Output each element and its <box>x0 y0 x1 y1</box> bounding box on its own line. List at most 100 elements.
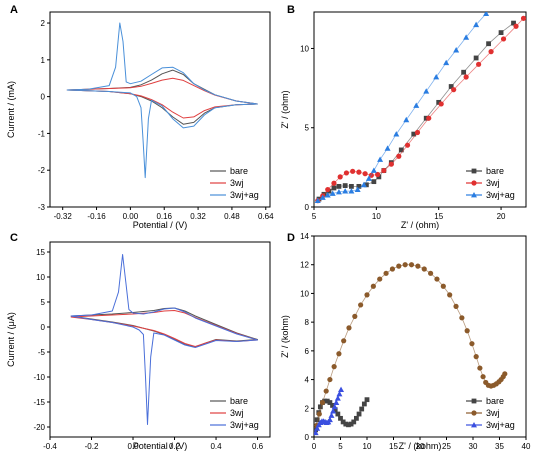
y-tick-label: -3 <box>38 203 46 212</box>
data-point <box>356 169 362 175</box>
x-tick-label: 0.32 <box>190 212 206 221</box>
data-point <box>381 167 387 174</box>
data-point <box>396 263 402 269</box>
data-point <box>336 183 342 189</box>
data-point <box>326 416 333 423</box>
data-point <box>459 315 465 321</box>
data-point <box>433 74 440 80</box>
legend-label: bare <box>230 166 248 176</box>
legend-marker <box>471 192 477 198</box>
data-point <box>359 406 365 412</box>
data-point <box>331 403 338 410</box>
data-point <box>520 15 526 21</box>
data-point <box>331 185 337 191</box>
data-point <box>513 23 519 29</box>
x-axis-label: Potential / (V) <box>133 220 188 230</box>
data-point <box>376 174 382 180</box>
data-point <box>349 183 354 189</box>
y-tick-label: 1 <box>41 56 46 65</box>
data-point <box>323 388 329 394</box>
legend-marker <box>471 168 477 174</box>
data-point <box>502 371 508 377</box>
data-point <box>331 180 337 186</box>
chart-panel-d: D 0 5 10 15 20 25 30 35 40 0 2 4 6 8 10 12 14 Z' / (kohm) Z… <box>280 232 531 451</box>
series-line-3wj <box>66 77 258 119</box>
data-point <box>377 156 384 162</box>
x-tick-label: -0.4 <box>43 442 57 451</box>
y-tick-label: 2 <box>41 19 46 28</box>
legend: bare 3wj 3wj+ag <box>210 166 259 200</box>
data-point <box>448 84 454 89</box>
y-tick-label: 14 <box>300 232 309 241</box>
y-axis-label: Z' / (ohm) <box>280 90 290 128</box>
data-point <box>317 404 323 410</box>
data-point <box>473 21 480 28</box>
series-layer <box>314 262 508 436</box>
data-point <box>428 270 434 276</box>
data-point <box>324 398 330 404</box>
data-point <box>336 351 342 357</box>
data-point <box>476 61 482 67</box>
data-point <box>464 328 470 334</box>
data-point <box>335 411 341 417</box>
chart-panel-a: A -0.32 -0.16 0.00 0.16 0.32 0.48 0.64 -3 -2 -1 0 1 2… <box>6 4 274 230</box>
y-axis-label: Current / (μA) <box>6 312 16 367</box>
data-point <box>384 145 391 151</box>
data-point <box>493 0 499 5</box>
data-point <box>453 47 460 53</box>
x-tick-label: 15 <box>389 442 398 451</box>
data-point <box>343 170 350 176</box>
legend-label: bare <box>486 166 504 176</box>
data-point <box>360 181 367 188</box>
data-point <box>477 365 483 371</box>
data-point <box>362 171 368 177</box>
data-point <box>338 386 345 393</box>
plot-frame <box>49 11 271 208</box>
data-point <box>314 197 321 204</box>
data-point <box>375 171 381 178</box>
legend: bare 3wj 3wj+ag <box>466 396 515 430</box>
data-point <box>350 168 356 174</box>
y-tick-label: 0 <box>41 93 46 102</box>
data-point <box>463 34 470 40</box>
legend-label: 3wj <box>486 178 500 188</box>
data-point <box>500 36 507 42</box>
data-point <box>342 188 349 194</box>
data-point <box>336 390 343 397</box>
legend-marker <box>471 398 477 404</box>
legend-marker <box>471 422 477 428</box>
x-tick-label: 0.2 <box>169 442 181 451</box>
data-point <box>413 102 420 108</box>
chart-panel-c: C -0.4 -0.2 0.0 0.2 0.4 0.6 -20 -15 -10 -5 0 5 10 15 Po… <box>6 232 271 451</box>
data-point <box>342 183 348 188</box>
data-point <box>314 417 320 423</box>
data-point <box>370 167 377 173</box>
legend-label: 3wj+ag <box>486 190 515 200</box>
data-point <box>330 403 335 408</box>
data-point <box>331 364 337 370</box>
y-axis-label: Z' / (kohm) <box>280 315 290 358</box>
data-point <box>451 87 457 93</box>
data-point <box>319 194 326 200</box>
data-point <box>411 131 417 137</box>
x-tick-label: 25 <box>442 442 451 451</box>
x-axis-label: Z' / (kohm) <box>399 441 442 451</box>
data-point <box>480 374 486 380</box>
x-tick-label: 0.4 <box>210 442 222 451</box>
x-tick-label: 0.00 <box>123 212 139 221</box>
x-tick-label: -0.16 <box>87 212 106 221</box>
data-point <box>511 20 516 26</box>
y-tick-label: -2 <box>38 166 46 175</box>
data-point <box>473 55 479 61</box>
panel-label: C <box>10 232 18 244</box>
data-point <box>328 412 335 418</box>
data-point <box>356 183 362 189</box>
x-tick-label: -0.2 <box>85 442 99 451</box>
data-point <box>314 425 321 431</box>
data-point <box>389 266 396 272</box>
data-point <box>354 415 359 421</box>
data-point <box>333 399 340 405</box>
series-line-3wj-ag <box>66 22 258 179</box>
y-tick-label: 0 <box>41 323 46 332</box>
